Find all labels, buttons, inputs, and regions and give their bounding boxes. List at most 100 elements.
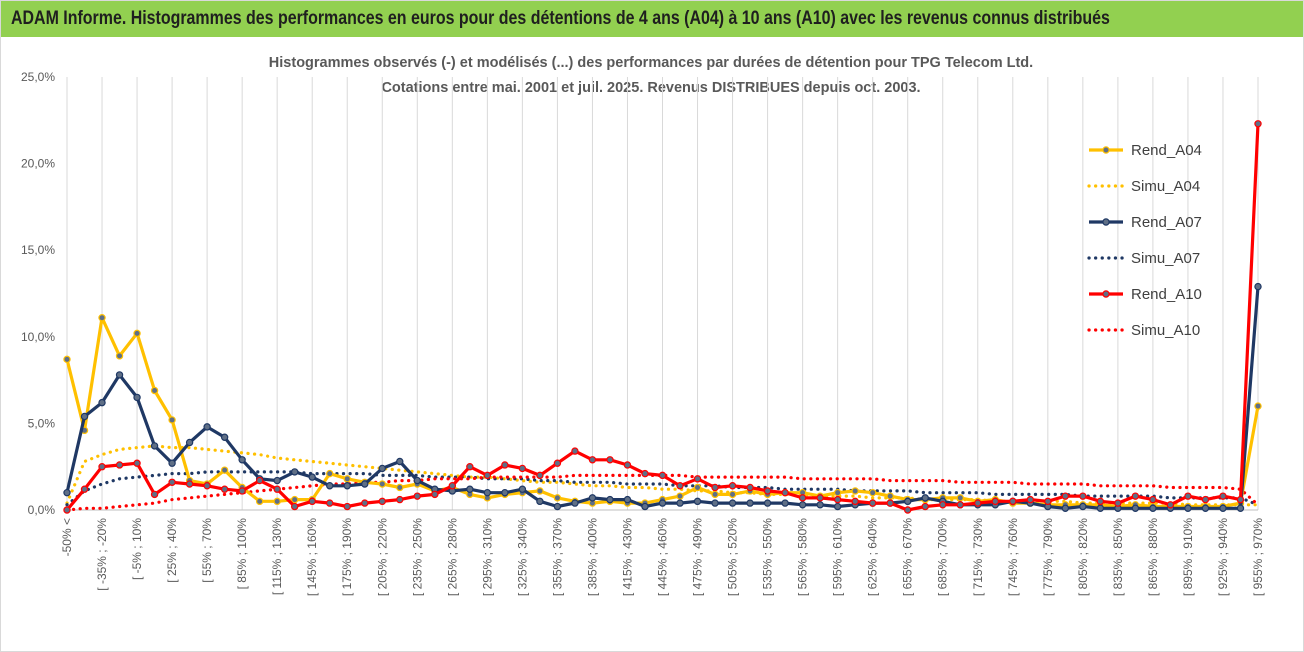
- data-point-rend-a04: [886, 492, 894, 500]
- data-point-rend-a07: [711, 499, 719, 507]
- data-point-rend-a07: [921, 494, 929, 502]
- data-point-rend-a04: [63, 355, 71, 364]
- data-point-rend-a07: [798, 501, 807, 509]
- data-point-rend-a07: [1149, 504, 1157, 512]
- data-point-rend-a10: [693, 475, 702, 483]
- legend-label-simu-a07: Simu_A07: [1131, 250, 1200, 267]
- data-point-rend-a04: [255, 497, 264, 506]
- x-tick-label: [ 355% ; 370%: [550, 518, 564, 596]
- data-point-rend-a10: [868, 499, 877, 507]
- data-point-rend-a10: [851, 497, 859, 506]
- data-point-rend-a10: [1096, 497, 1105, 506]
- data-point-rend-a07: [396, 457, 404, 466]
- data-point-rend-a07: [1201, 504, 1210, 512]
- data-point-rend-a04: [133, 329, 141, 338]
- chart-title-line1: Histogrammes observés (-) et modélisés (…: [268, 55, 1034, 71]
- data-point-rend-a10: [518, 464, 527, 473]
- data-point-rend-a07: [833, 502, 842, 511]
- x-tick-label: [ 625% ; 640%: [866, 518, 880, 596]
- data-point-rend-a07: [220, 433, 229, 441]
- data-point-rend-a04: [956, 494, 964, 502]
- x-tick-label: [ 655% ; 670%: [901, 518, 915, 596]
- x-tick-label: [ 25% ; 40%: [165, 518, 179, 583]
- data-point-rend-a07: [1236, 504, 1245, 512]
- x-tick-label: [ 55% ; 70%: [200, 518, 214, 583]
- y-tick-label: 25,0%: [21, 70, 55, 84]
- x-tick-label: [ 325% ; 340%: [515, 518, 529, 596]
- data-point-rend-a10: [290, 502, 299, 511]
- data-point-rend-a07: [781, 499, 789, 507]
- data-point-rend-a10: [1044, 497, 1052, 506]
- legend-label-rend-a10: Rend_A10: [1131, 286, 1202, 303]
- data-point-rend-a07: [816, 501, 824, 509]
- legend-marker-rend-a07: [1102, 218, 1110, 226]
- legend-label-rend-a04: Rend_A04: [1131, 142, 1202, 159]
- data-point-rend-a07: [378, 464, 386, 473]
- data-point-rend-a10: [763, 487, 772, 495]
- data-point-rend-a10: [98, 463, 106, 471]
- data-point-rend-a04: [98, 314, 106, 322]
- data-point-rend-a04: [168, 416, 176, 424]
- x-tick-label: [ 865% ; 880%: [1146, 518, 1160, 596]
- x-tick-label: [ 295% ; 310%: [480, 518, 494, 596]
- data-point-rend-a10: [168, 478, 176, 486]
- data-point-rend-a10: [746, 483, 754, 492]
- data-point-rend-a04: [728, 490, 737, 499]
- x-tick-label: [ 415% ; 430%: [620, 518, 634, 596]
- data-point-rend-a10: [1026, 495, 1035, 504]
- y-tick-label: 0,0%: [28, 503, 56, 517]
- data-point-rend-a07: [904, 497, 912, 506]
- data-point-rend-a07: [63, 488, 71, 497]
- data-point-rend-a10: [308, 497, 316, 506]
- data-point-rend-a04: [273, 497, 281, 506]
- data-point-rend-a10: [553, 459, 562, 467]
- data-point-rend-a07: [658, 499, 667, 507]
- data-point-rend-a04: [326, 469, 334, 478]
- data-point-rend-a10: [588, 456, 597, 464]
- x-tick-label: [ 265% ; 280%: [445, 518, 459, 596]
- data-point-rend-a10: [1201, 495, 1210, 504]
- x-tick-label: [ 205% ; 220%: [375, 518, 389, 596]
- data-point-rend-a10: [413, 492, 421, 500]
- data-point-rend-a07: [413, 476, 421, 485]
- x-tick-label: [ 475% ; 490%: [691, 518, 705, 596]
- x-tick-label: [ 775% ; 790%: [1041, 518, 1055, 596]
- chart-title-line2: Cotations entre mai. 2001 et juil. 2025.…: [381, 80, 921, 96]
- data-point-rend-a10: [728, 482, 737, 490]
- data-point-rend-a07: [343, 482, 351, 490]
- data-point-rend-a07: [518, 485, 527, 493]
- data-point-rend-a10: [483, 471, 492, 480]
- data-point-rend-a07: [203, 423, 211, 431]
- x-tick-label: [ 925% ; 940%: [1216, 518, 1230, 596]
- data-point-rend-a10: [255, 476, 264, 485]
- data-point-rend-a10: [238, 487, 246, 495]
- data-point-rend-a07: [1079, 502, 1087, 511]
- x-tick-label: [ 835% ; 850%: [1111, 518, 1125, 596]
- data-point-rend-a10: [1149, 495, 1157, 504]
- x-tick-label: [ 115% ; 130%: [270, 518, 284, 595]
- data-point-rend-a07: [238, 456, 246, 464]
- data-point-rend-a07: [641, 502, 649, 511]
- data-point-rend-a07: [80, 412, 89, 421]
- data-point-rend-a10: [886, 499, 894, 507]
- data-point-rend-a07: [623, 495, 632, 504]
- data-point-rend-a07: [168, 459, 176, 467]
- data-point-rend-a10: [150, 490, 159, 499]
- series-line-simu-a07: [65, 470, 1260, 507]
- data-point-rend-a10: [466, 463, 474, 471]
- data-point-rend-a10: [904, 506, 912, 514]
- data-point-rend-a07: [676, 499, 684, 507]
- data-point-rend-a04: [396, 483, 404, 492]
- data-point-rend-a10: [273, 485, 281, 493]
- data-point-rend-a07: [273, 476, 281, 485]
- x-tick-label: [ 805% ; 820%: [1076, 518, 1090, 596]
- data-point-rend-a07: [1061, 504, 1070, 512]
- data-point-rend-a04: [150, 386, 159, 395]
- data-point-rend-a10: [921, 502, 929, 511]
- y-tick-label: 20,0%: [21, 157, 55, 171]
- data-point-rend-a04: [693, 483, 702, 492]
- data-point-rend-a10: [220, 485, 229, 493]
- data-point-rend-a07: [326, 482, 334, 490]
- data-point-rend-a10: [343, 502, 351, 511]
